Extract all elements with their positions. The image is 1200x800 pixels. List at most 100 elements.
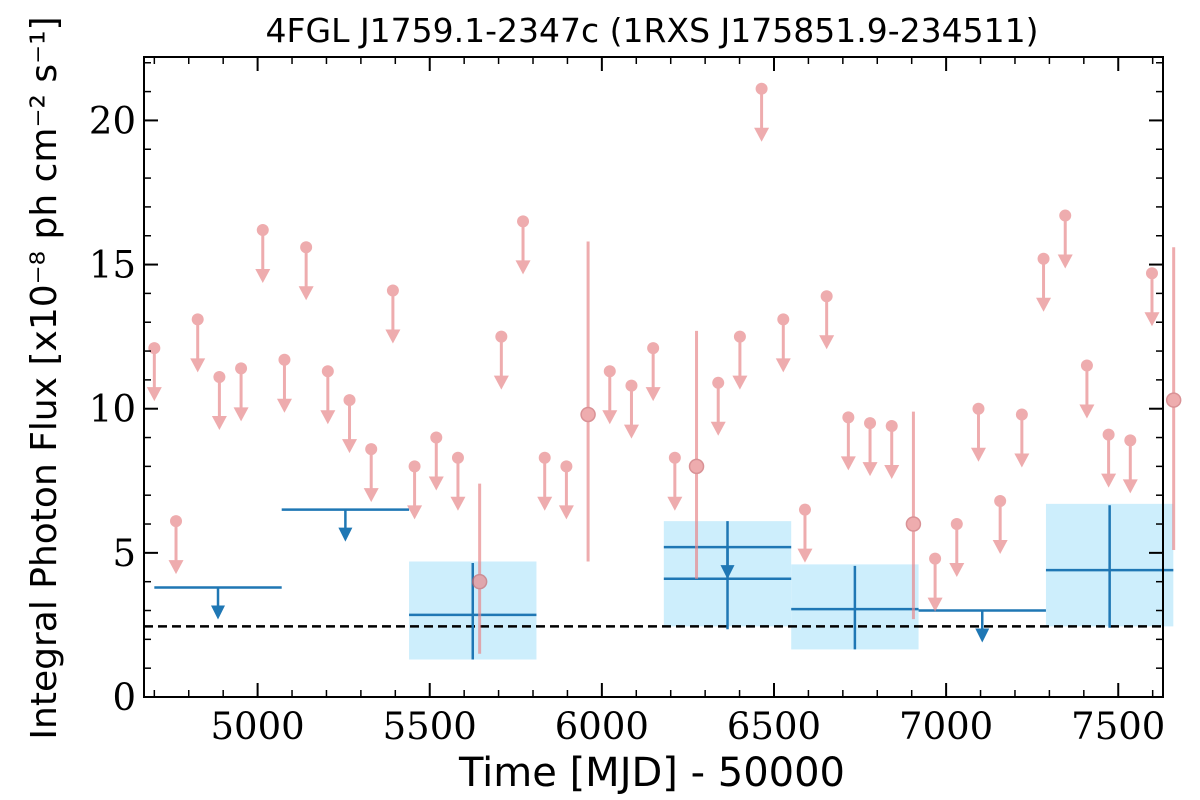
short-bin-upper-limit-arrow [775, 358, 791, 373]
short-bin-upper-limit [342, 394, 358, 454]
short-bin-upper-limit-marker [994, 494, 1007, 507]
short-bin-upper-limit-arrow [320, 410, 336, 425]
short-bin-upper-limit-marker [1124, 434, 1137, 447]
short-bin-upper-limit [450, 451, 466, 511]
short-bin-upper-limit [211, 371, 227, 430]
y-tick-label: 0 [112, 676, 136, 719]
short-bin-upper-limit [558, 460, 574, 520]
short-bin-upper-limit [537, 451, 553, 511]
x-tick-label: 7500 [1071, 705, 1165, 748]
short-bin-upper-limit-marker [842, 411, 855, 424]
short-bin-upper-limit [710, 376, 726, 436]
y-axis-label: Integral Photon Flux [x10⁻⁸ ph cm⁻² s⁻¹] [24, 16, 65, 739]
short-bin-upper-limit-arrow [1036, 297, 1052, 312]
short-bin-upper-limit [428, 431, 444, 491]
short-bin-upper-limit-marker [1059, 209, 1072, 222]
short-bin-upper-limit-arrow [645, 387, 661, 402]
short-bin-upper-limit-marker [1015, 408, 1028, 421]
short-bin-detection [688, 330, 705, 579]
short-bin-upper-limit-arrow [428, 476, 444, 491]
short-bin-upper-limit [276, 353, 292, 413]
short-bin-detection [905, 411, 922, 620]
short-bin-upper-limit-marker [603, 365, 616, 378]
y-tick-label: 20 [89, 99, 136, 142]
short-bin-upper-limit-marker [755, 82, 768, 95]
short-bin-upper-limit-arrow [927, 597, 943, 612]
long-bin-upper-limit-arrow [720, 565, 735, 580]
short-bin-upper-limit [168, 515, 184, 575]
short-bin-upper-limit [233, 362, 249, 422]
short-bin-upper-limit-marker [430, 431, 443, 444]
short-bin-point [580, 406, 596, 423]
short-bin-upper-limit-marker [343, 394, 356, 407]
short-bin-upper-limit [1101, 428, 1117, 488]
short-bin-upper-limit-arrow [992, 539, 1008, 554]
x-tick-label: 6500 [727, 705, 821, 748]
short-bin-upper-limit [775, 313, 791, 373]
short-bin-upper-limit-arrow [363, 488, 379, 503]
short-bin-upper-limit-marker [798, 503, 811, 516]
long-bin-upper-limit-arrow [338, 527, 353, 542]
short-bin-upper-limit-marker [864, 417, 877, 430]
short-bin-upper-limit [732, 330, 748, 390]
x-tick-label: 7000 [899, 705, 993, 748]
short-bin-upper-limit [1144, 267, 1160, 327]
x-tick-label: 5000 [211, 705, 305, 748]
short-bin-upper-limit [1079, 359, 1095, 419]
short-bin-upper-limit [667, 451, 683, 511]
short-bin-upper-limit-marker [1102, 428, 1115, 441]
short-bin-upper-limit-arrow [667, 496, 683, 511]
short-bin-upper-limit-arrow [450, 496, 466, 511]
short-bin-upper-limit-marker [950, 518, 963, 531]
short-bin-upper-limit-arrow [168, 560, 184, 575]
short-bin-upper-limit-arrow [493, 375, 509, 390]
axis-labels: 4FGL J1759.1-2347c (1RXS J175851.9-23451… [24, 11, 1038, 796]
short-bin-upper-limit [407, 460, 423, 520]
short-bin-upper-limit [1057, 209, 1073, 269]
short-bin-upper-limit [623, 379, 639, 439]
short-bin-upper-limit [363, 443, 379, 503]
short-bin-upper-limit-arrow [1079, 404, 1095, 419]
short-bin-upper-limit-arrow [1144, 312, 1160, 327]
short-bin-point [471, 573, 488, 590]
short-bin-upper-limit-arrow [840, 456, 856, 471]
short-bin-upper-limit-arrow [558, 505, 574, 520]
short-bin-upper-limit-marker [235, 362, 248, 375]
short-bin-upper-limit-marker [647, 342, 660, 355]
short-bin-upper-limit [385, 284, 401, 344]
short-bin-upper-limit-marker [517, 215, 530, 228]
y-tick-label: 15 [89, 244, 136, 287]
short-bin-upper-limit-arrow [862, 462, 878, 477]
short-bin-upper-limit-marker [278, 353, 291, 366]
short-bin-upper-limit-arrow [407, 505, 423, 520]
short-bin-upper-limit-marker [885, 420, 898, 433]
long-bin-upper-limit-arrow [211, 605, 226, 620]
y-tick-label: 5 [112, 532, 136, 575]
short-bin-upper-limit-marker [972, 402, 985, 415]
short-bin-upper-limit [992, 494, 1008, 554]
short-bin-upper-limit [754, 82, 770, 142]
short-bin-upper-limit-marker [365, 443, 378, 456]
short-bin-upper-limit [862, 417, 878, 477]
short-bin-upper-limit-marker [495, 330, 508, 343]
short-bin-upper-limit-arrow [1057, 254, 1073, 269]
short-bin-upper-limit-arrow [970, 447, 986, 462]
short-bin-upper-limit-arrow [884, 465, 900, 480]
short-bin-upper-limit-marker [777, 313, 790, 326]
short-bin-upper-limit [645, 342, 661, 402]
short-bin-upper-limit-arrow [342, 439, 358, 454]
short-bin-upper-limit [255, 223, 271, 283]
short-bin-point [1165, 392, 1182, 408]
short-bin-upper-limit [1122, 434, 1138, 494]
short-bin-upper-limit [602, 365, 618, 425]
short-bin-upper-limit-marker [408, 460, 421, 473]
x-tick-label: 5500 [383, 705, 477, 748]
short-bin-detection [1165, 247, 1182, 550]
short-bin-upper-limit-arrow [211, 416, 227, 430]
short-bin-upper-limit-arrow [602, 410, 618, 425]
short-bin-upper-limit-arrow [515, 260, 531, 275]
short-bin-upper-limit-marker [1037, 252, 1050, 265]
short-bin-upper-limit [298, 241, 314, 301]
x-axis-label: Time [MJD] - 50000 [458, 750, 845, 796]
